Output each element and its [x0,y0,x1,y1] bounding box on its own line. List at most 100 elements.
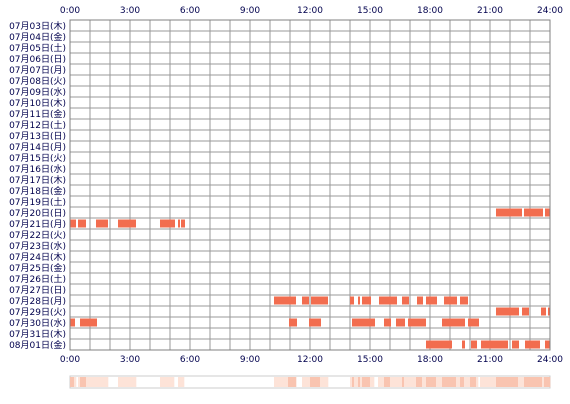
summary-cell [172,377,175,387]
activity-bar [525,340,540,349]
row-label: 07月24日(木) [9,251,66,263]
plot-frame [69,19,551,351]
summary-cell [324,377,327,387]
row-label: 07月12日(土) [9,119,66,131]
summary-cell [82,377,85,387]
summary-cell [96,377,99,387]
summary-cell [72,377,75,387]
summary-cell [528,377,531,387]
summary-cell [468,377,471,387]
summary-cell [464,377,467,387]
summary-cell [482,377,485,387]
summary-cell [276,377,279,387]
summary-cell [278,377,281,387]
summary-cell [406,377,409,387]
activity-bar [350,296,354,305]
activity-bar [426,296,437,305]
activity-bar [96,219,108,228]
summary-cell [472,377,475,387]
summary-cell [496,377,499,387]
summary-cell [480,377,483,387]
summary-cell [520,377,523,387]
activity-bar [384,318,391,327]
summary-cell [398,377,401,387]
summary-cell [466,377,469,387]
summary-cell [308,377,311,387]
summary-cell [306,377,309,387]
summary-cell [428,377,431,387]
summary-cell [132,377,135,387]
summary-cell [74,377,77,387]
row-label: 07月05日(土) [9,42,66,54]
summary-cell [548,377,551,387]
activity-bar [362,296,371,305]
row-label: 07月04日(金) [9,31,66,43]
row-label: 07月10日(木) [9,97,66,109]
summary-cell [436,377,439,387]
summary-cell [408,377,411,387]
summary-cell [492,377,495,387]
summary-cell [314,377,317,387]
x-tick-label-bottom: 0:00 [60,355,80,365]
row-label: 07月30日(水) [9,317,66,329]
row-label: 07月11日(金) [9,108,66,120]
summary-cell [434,377,437,387]
activity-bar [118,219,136,228]
row-label: 07月20日(日) [9,208,66,219]
summary-cell [510,377,513,387]
summary-cell [420,377,423,387]
summary-cell [538,377,541,387]
activity-bar [302,296,309,305]
activity-bar [178,219,180,228]
summary-cell [282,377,285,387]
summary-cell [484,377,487,387]
row-label: 07月08日(火) [9,76,66,87]
activity-bar [70,219,76,228]
summary-cell [326,377,329,387]
summary-cell [508,377,511,387]
summary-cell [106,377,109,387]
activity-bar [444,296,457,305]
summary-cell [504,377,507,387]
summary-cell [462,377,465,387]
summary-cell [390,377,393,387]
summary-cell [506,377,509,387]
x-tick-label-top: 24:00 [537,6,563,16]
summary-cell [318,377,321,387]
activity-bar [402,296,409,305]
summary-cell [166,377,169,387]
summary-cell [350,377,353,387]
summary-cell [386,377,389,387]
summary-cell [316,377,319,387]
activity-bar [442,318,465,327]
summary-cell [416,377,419,387]
activity-bar [274,296,296,305]
activity-bar [426,340,452,349]
summary-cell [450,377,453,387]
summary-cell [94,377,97,387]
summary-cell [178,377,181,387]
summary-cell [356,377,359,387]
summary-cell [418,377,421,387]
summary-cell [456,377,459,387]
activity-bar [512,340,519,349]
summary-cell [320,377,323,387]
summary-cell [288,377,291,387]
summary-cell [534,377,537,387]
summary-cell [438,377,441,387]
activity-bar [352,318,375,327]
summary-cell [536,377,539,387]
summary-cell [364,377,367,387]
activity-bar [460,296,468,305]
summary-cell [544,377,547,387]
x-tick-label-bottom: 18:00 [417,355,443,365]
row-label: 07月25日(金) [9,262,66,274]
activity-bar [309,318,321,327]
summary-cell [90,377,93,387]
x-tick-label-top: 3:00 [120,6,140,16]
summary-cell [128,377,131,387]
summary-cell [402,377,405,387]
summary-cell [274,377,277,387]
summary-cell [280,377,283,387]
row-label: 07月13日(日) [9,131,66,142]
